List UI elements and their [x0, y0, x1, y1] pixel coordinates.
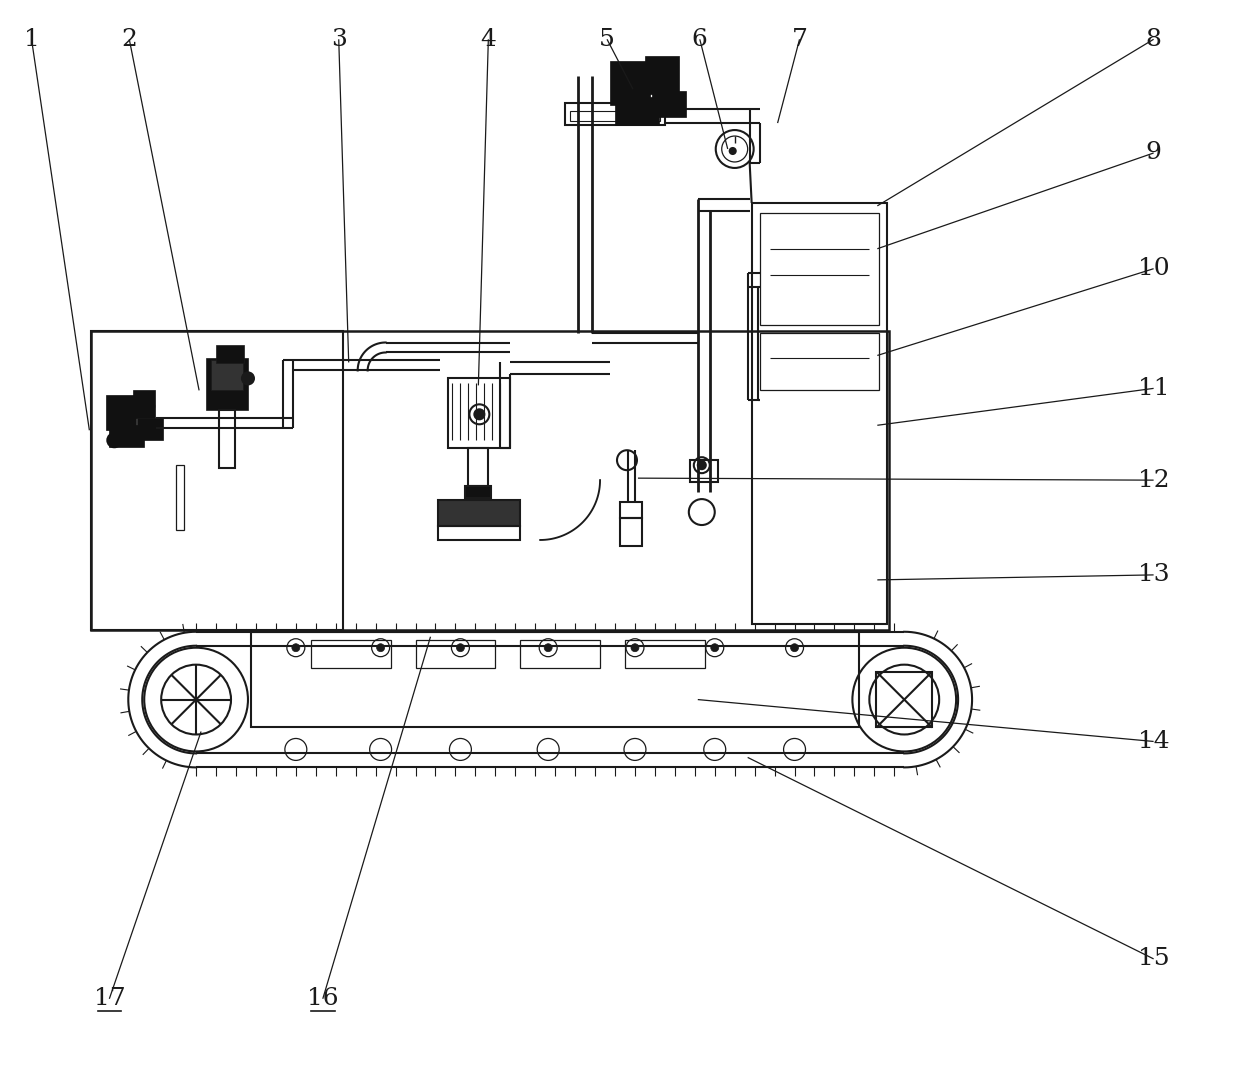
Bar	[877, 672, 932, 728]
Circle shape	[114, 408, 124, 417]
Circle shape	[544, 644, 552, 652]
Bar	[216, 346, 244, 364]
Text: 8: 8	[1146, 28, 1162, 50]
Bar	[449, 379, 511, 448]
Circle shape	[144, 424, 154, 433]
Text: 2: 2	[122, 28, 138, 50]
Text: 13: 13	[1138, 564, 1169, 586]
Bar	[565, 103, 665, 125]
Text: 9: 9	[1146, 141, 1162, 165]
Bar	[570, 111, 660, 121]
Bar	[610, 61, 650, 105]
Circle shape	[377, 644, 384, 652]
Text: 14: 14	[1138, 730, 1169, 753]
Circle shape	[729, 148, 735, 154]
Circle shape	[656, 65, 668, 77]
Circle shape	[108, 433, 122, 447]
Text: 5: 5	[599, 28, 615, 50]
Circle shape	[456, 644, 465, 652]
Circle shape	[662, 100, 673, 111]
Bar	[92, 331, 889, 630]
Bar	[645, 57, 678, 94]
Circle shape	[698, 461, 706, 469]
Text: 3: 3	[331, 28, 347, 50]
Bar	[133, 391, 155, 418]
Text: 7: 7	[791, 28, 807, 50]
Text: 4: 4	[480, 28, 496, 50]
Text: 17: 17	[93, 988, 125, 1010]
Text: 11: 11	[1138, 377, 1169, 400]
Bar	[109, 425, 144, 447]
Bar	[521, 640, 600, 668]
Bar	[439, 500, 521, 526]
Text: 1: 1	[24, 28, 40, 50]
Circle shape	[118, 430, 128, 440]
Text: 6: 6	[692, 28, 708, 50]
Circle shape	[144, 401, 154, 411]
Bar	[415, 640, 495, 668]
Bar	[465, 486, 491, 499]
Bar	[625, 640, 704, 668]
Bar	[760, 333, 879, 391]
Circle shape	[622, 103, 634, 116]
Bar	[439, 526, 521, 540]
Text: 15: 15	[1138, 947, 1169, 970]
Circle shape	[291, 644, 300, 652]
Bar	[760, 213, 879, 324]
Bar	[469, 448, 489, 486]
Bar	[652, 91, 686, 117]
Bar	[219, 410, 236, 469]
Circle shape	[614, 70, 626, 81]
Bar	[751, 203, 888, 624]
Text: 12: 12	[1138, 469, 1169, 491]
Bar	[206, 358, 248, 410]
Bar	[620, 518, 642, 546]
Bar	[615, 97, 658, 125]
Text: 10: 10	[1138, 257, 1169, 280]
Bar	[689, 460, 718, 483]
Bar	[211, 361, 243, 391]
Bar	[620, 502, 642, 518]
Bar	[107, 395, 136, 430]
Circle shape	[475, 410, 485, 419]
Text: 16: 16	[308, 988, 339, 1010]
Bar	[250, 631, 859, 728]
Bar	[176, 465, 184, 530]
Circle shape	[242, 372, 254, 384]
Circle shape	[631, 644, 639, 652]
Circle shape	[711, 644, 719, 652]
Bar	[311, 640, 391, 668]
Bar	[138, 418, 164, 440]
Circle shape	[791, 644, 799, 652]
Bar	[92, 331, 342, 630]
